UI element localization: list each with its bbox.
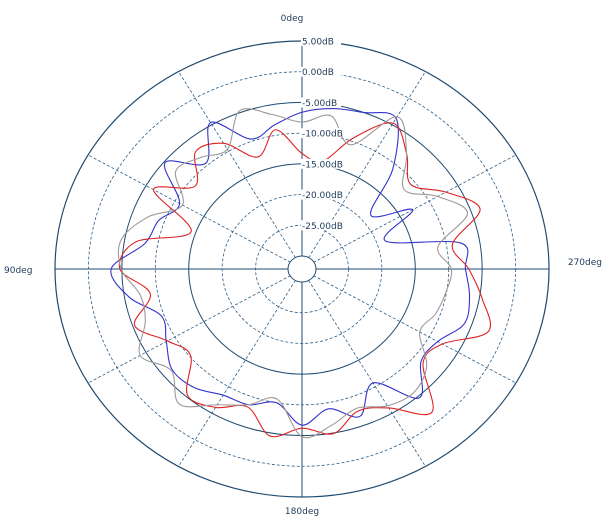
spoke-300deg [313, 154, 517, 263]
ring-dashed-0db [88, 71, 516, 467]
angle-label-right: 270deg [568, 258, 602, 268]
series-line-3 [117, 108, 469, 439]
spoke-30deg [178, 71, 296, 258]
ring-tick-label: 5.00dB [302, 38, 334, 48]
ring-label-bg [301, 97, 341, 108]
ring-tick-label: -25.00dB [302, 222, 343, 232]
ring-dashed--20db [221, 194, 383, 344]
center-layer [287, 255, 317, 283]
ring-label-layer: 5.00dB 0.00dB -5.00dB -10.00dB -15.00dB -20.0… [301, 36, 343, 232]
spoke-120deg [87, 275, 291, 384]
ring-tick-label: -5.00dB [302, 99, 337, 109]
ring-tick-label: -20.00dB [302, 191, 343, 201]
ring-label-bg [301, 189, 341, 200]
spoke-210deg [308, 280, 426, 467]
angle-label-bottom: 180deg [285, 507, 319, 517]
center-hole [287, 255, 317, 283]
ring-tick-label: -15.00dB [302, 160, 343, 170]
ring-label-bg [301, 36, 341, 46]
angle-label-left: 90deg [4, 266, 32, 276]
spoke-60deg [87, 154, 291, 263]
spoke-240deg [313, 275, 517, 384]
series-line-2 [118, 122, 492, 438]
ring-label-bg [301, 158, 341, 169]
ring-label-bg [301, 220, 341, 231]
series-layer [110, 108, 492, 439]
series-line-1 [110, 108, 471, 426]
angle-label-top: 0deg [281, 14, 304, 24]
angle-label-layer: 0deg 90deg 180deg 270deg [4, 14, 602, 517]
ring-tick-label: -10.00dB [302, 130, 343, 140]
spoke-150deg [178, 280, 296, 467]
ring-tick-label: 0.00dB [302, 68, 334, 78]
ring-label-bg [301, 66, 341, 77]
ring-label-bg [301, 128, 341, 139]
